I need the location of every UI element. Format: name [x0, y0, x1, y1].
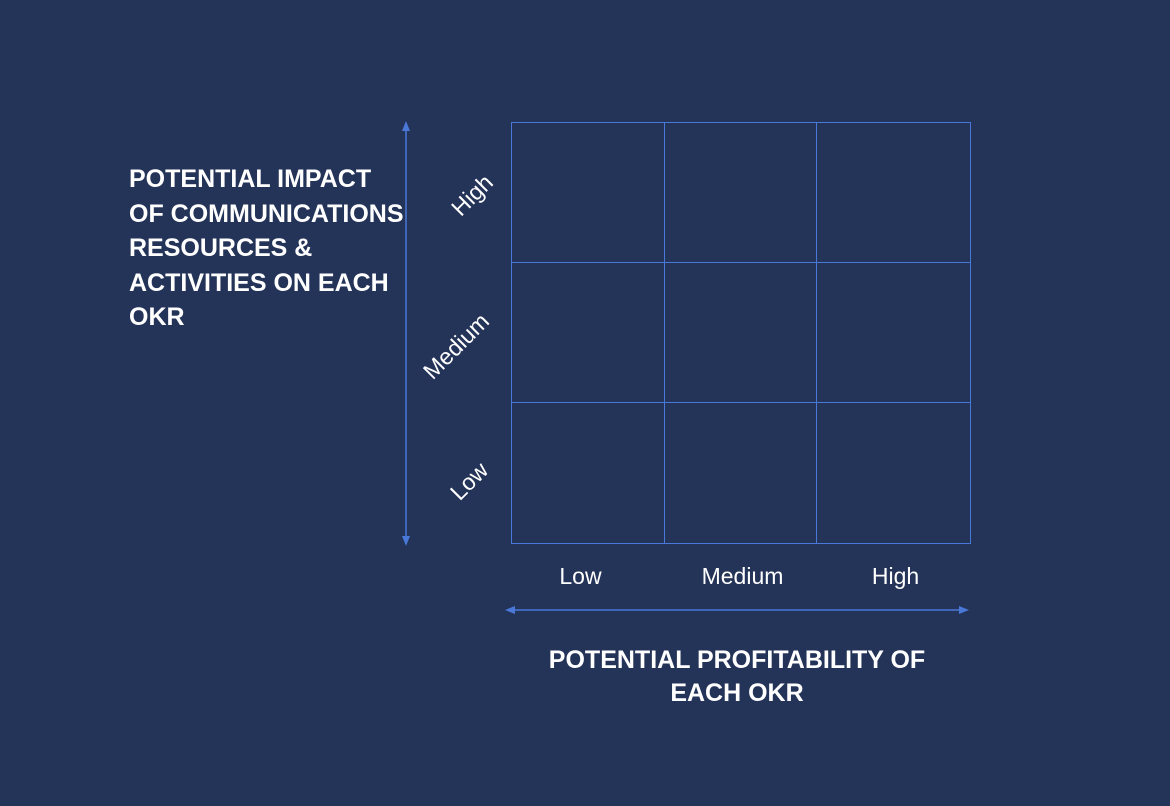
matrix-grid: [511, 122, 971, 544]
y-tick-high: High: [446, 169, 498, 221]
x-axis-arrow: [505, 606, 969, 614]
y-tick-medium: Medium: [417, 307, 495, 385]
matrix-cell-low-high: [817, 403, 970, 543]
x-axis-title: POTENTIAL PROFITABILITY OF EACH OKR: [548, 646, 926, 707]
matrix-cell-medium-medium: [664, 263, 818, 403]
matrix-cell-medium-low: [512, 263, 665, 403]
matrix-cell-high-low: [512, 123, 665, 263]
y-axis-title: POTENTIAL IMPACT OF COMMUNICATIONS RESOU…: [129, 165, 404, 331]
y-tick-low: Low: [444, 456, 494, 506]
matrix-cell-low-low: [512, 403, 665, 543]
x-tick-high: High: [871, 563, 920, 589]
matrix-cell-low-medium: [665, 403, 818, 543]
matrix-cell-high-medium: [664, 123, 818, 263]
matrix-cell-high-high: [817, 123, 970, 263]
x-tick-low: Low: [559, 563, 602, 589]
x-tick-medium: Medium: [701, 563, 784, 589]
matrix-cell-medium-high: [817, 263, 970, 403]
